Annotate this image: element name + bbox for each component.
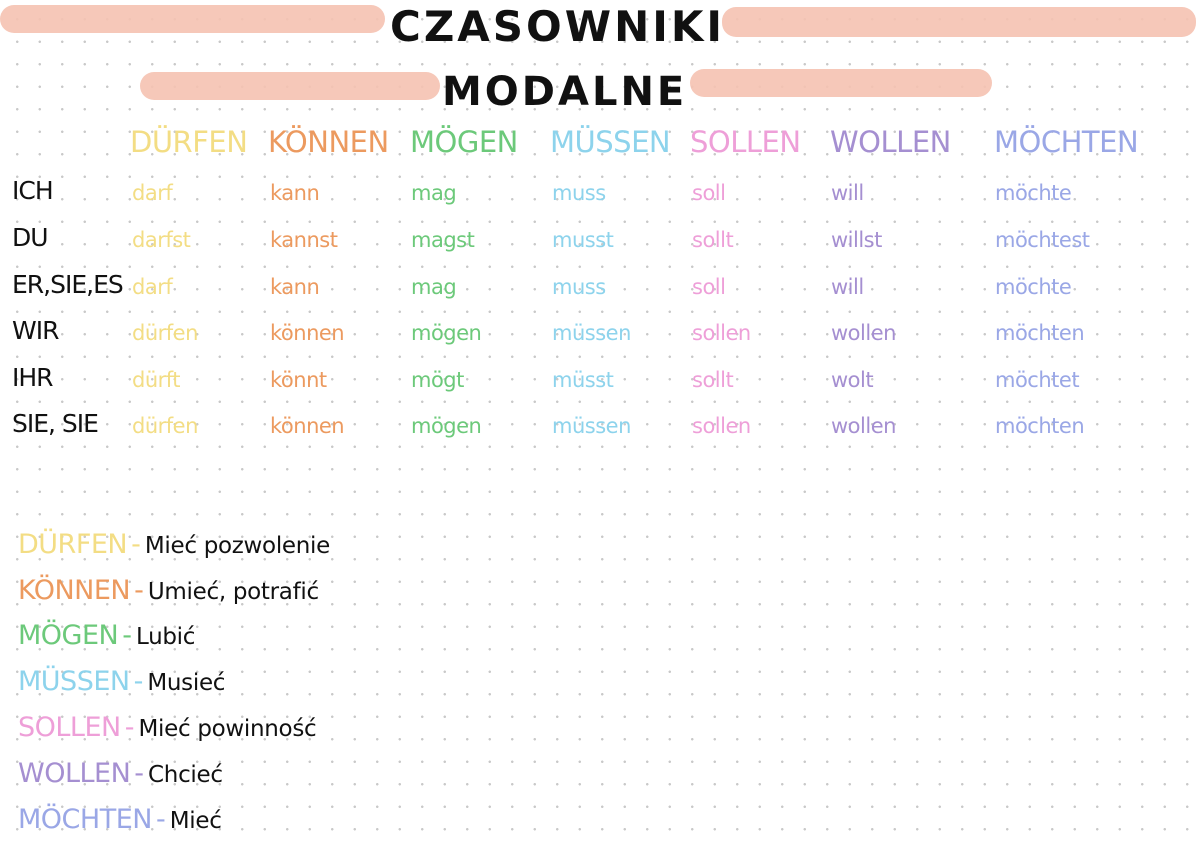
- legend-meaning: Mieć powinność: [138, 716, 317, 742]
- conjugation-cell: möchte: [995, 275, 1072, 299]
- legend-dash: -: [133, 666, 144, 697]
- conjugation-cell: will: [831, 181, 864, 205]
- subtitle-highlight-left: [140, 72, 440, 100]
- legend-verb: DÜRFEN: [18, 529, 128, 560]
- pronoun-ich: ICH: [12, 176, 54, 205]
- conjugation-cell: kannst: [270, 228, 338, 252]
- conjugation-cell: sollen: [692, 321, 751, 345]
- conjugation-cell: mag: [411, 275, 457, 299]
- conjugation-cell: dürfen: [132, 321, 198, 345]
- conjugation-cell: wollen: [831, 414, 896, 438]
- pronoun-wir: WIR: [12, 316, 59, 345]
- title-highlight-left: [0, 5, 385, 33]
- header-mussen: MÜSSEN: [550, 125, 671, 159]
- page-title: CZASOWNIKI: [390, 2, 726, 51]
- subtitle-highlight-right: [690, 69, 992, 97]
- conjugation-cell: müssen: [552, 414, 631, 438]
- conjugation-cell: müsst: [552, 368, 614, 392]
- conjugation-cell: möchtet: [995, 368, 1080, 392]
- legend-item-sollen: SOLLEN - Mieć powinność: [18, 712, 317, 743]
- legend-verb: MÖCHTEN: [18, 804, 152, 835]
- legend-dash: -: [131, 529, 141, 560]
- conjugation-cell: könnt: [270, 368, 327, 392]
- legend-meaning: Umieć, potrafić: [147, 579, 319, 605]
- conjugation-cell: dürfen: [132, 414, 198, 438]
- conjugation-cell: wolt: [831, 368, 874, 392]
- conjugation-cell: soll: [692, 275, 726, 299]
- conjugation-cell: möchten: [995, 414, 1085, 438]
- legend-verb: MÜSSEN: [18, 666, 130, 697]
- legend-dash: -: [155, 804, 166, 835]
- header-durfen: DÜRFEN: [130, 125, 248, 159]
- conjugation-cell: mögen: [411, 414, 482, 438]
- legend-meaning: Mieć pozwolenie: [144, 533, 330, 559]
- legend-dash: -: [124, 712, 135, 743]
- conjugation-cell: muss: [552, 181, 606, 205]
- conjugation-cell: möchtest: [995, 228, 1090, 252]
- conjugation-cell: mögt: [411, 368, 464, 392]
- conjugation-cell: sollt: [692, 228, 734, 252]
- legend-item-durfen: DÜRFEN - Mieć pozwolenie: [18, 531, 330, 558]
- title-highlight-right: [722, 7, 1196, 37]
- conjugation-cell: möchten: [995, 321, 1085, 345]
- legend-verb: WOLLEN: [18, 758, 131, 789]
- conjugation-cell: willst: [831, 228, 882, 252]
- conjugation-cell: können: [270, 414, 345, 438]
- legend-meaning: Chcieć: [148, 762, 223, 788]
- conjugation-cell: darf: [132, 275, 173, 299]
- conjugation-cell: wollen: [831, 321, 896, 345]
- legend-meaning: Lubić: [135, 624, 196, 650]
- legend-item-wollen: WOLLEN - Chcieć: [18, 760, 223, 787]
- legend-item-mochten: MÖCHTEN - Mieć: [18, 806, 222, 833]
- conjugation-cell: möchte: [995, 181, 1072, 205]
- header-mochten: MÖCHTEN: [994, 125, 1139, 159]
- conjugation-cell: kann: [270, 275, 320, 299]
- legend-meaning: Mieć: [169, 808, 222, 834]
- header-wollen: WOLLEN: [830, 125, 951, 159]
- conjugation-cell: kann: [270, 181, 320, 205]
- conjugation-cell: musst: [552, 228, 614, 252]
- legend-dash: -: [134, 758, 145, 789]
- legend-dash: -: [134, 575, 144, 606]
- legend-verb: MÖGEN: [18, 620, 119, 651]
- conjugation-cell: darf: [132, 181, 173, 205]
- header-konnen: KÖNNEN: [268, 125, 389, 159]
- legend-dash: -: [122, 620, 132, 651]
- page-subtitle: MODALNE: [442, 69, 688, 115]
- conjugation-cell: können: [270, 321, 345, 345]
- pronoun-sie-sie: SIE, SIE: [12, 409, 99, 438]
- legend-item-konnen: KÖNNEN - Umieć, potrafić: [18, 577, 319, 604]
- legend-item-mogen: MÖGEN - Lubić: [18, 622, 195, 649]
- conjugation-cell: mögen: [411, 321, 482, 345]
- header-mogen: MÖGEN: [410, 125, 518, 159]
- legend-meaning: Musieć: [147, 670, 226, 696]
- conjugation-cell: darfst: [132, 228, 191, 252]
- conjugation-cell: sollen: [692, 414, 751, 438]
- conjugation-cell: will: [831, 275, 864, 299]
- conjugation-cell: muss: [552, 275, 606, 299]
- legend-verb: SOLLEN: [18, 712, 121, 743]
- conjugation-cell: dürft: [132, 368, 181, 392]
- conjugation-cell: müssen: [552, 321, 631, 345]
- conjugation-cell: soll: [692, 181, 726, 205]
- pronoun-du: DU: [12, 223, 49, 252]
- conjugation-cell: sollt: [692, 368, 734, 392]
- header-sollen: SOLLEN: [690, 125, 801, 159]
- conjugation-cell: mag: [411, 181, 457, 205]
- conjugation-cell: magst: [411, 228, 475, 252]
- legend-verb: KÖNNEN: [18, 575, 131, 606]
- pronoun-ihr: IHR: [12, 363, 54, 392]
- legend-item-mussen: MÜSSEN - Musieć: [18, 668, 225, 695]
- pronoun-er-sie-es: ER,SIE,ES: [12, 270, 124, 299]
